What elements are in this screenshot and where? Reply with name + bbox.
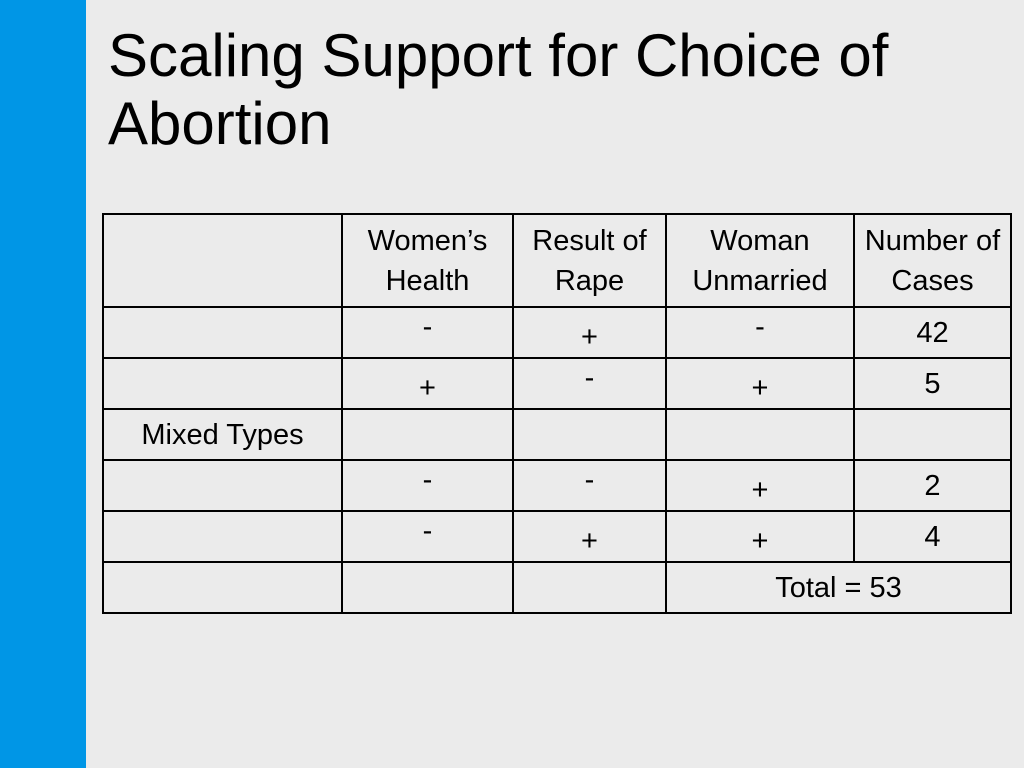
row-label: [102, 510, 343, 563]
total-row-empty-cell: [341, 561, 514, 614]
header-cell-empty: [102, 213, 343, 308]
row-label: [102, 459, 343, 512]
header-result-of-rape: Result of Rape: [512, 213, 667, 308]
row-label: [102, 357, 343, 410]
cell-result-of-rape: +: [512, 306, 667, 359]
cell-woman-unmarried: +: [665, 357, 855, 410]
cell-number-of-cases: 5: [853, 357, 1012, 410]
scaling-table: Women’s Health Result of Rape Woman Unma…: [102, 213, 1012, 614]
table-row: - + - 42: [102, 306, 1012, 359]
cell-womens-health: [341, 408, 514, 461]
table-total-row: Total = 53: [102, 561, 1012, 614]
cell-woman-unmarried: [665, 408, 855, 461]
cell-womens-health: -: [341, 306, 514, 359]
cell-woman-unmarried: +: [665, 510, 855, 563]
row-label: Mixed Types: [102, 408, 343, 461]
table-row: - - + 2: [102, 459, 1012, 512]
table-row: + - + 5: [102, 357, 1012, 410]
cell-number-of-cases: 42: [853, 306, 1012, 359]
cell-womens-health: -: [341, 510, 514, 563]
cell-woman-unmarried: +: [665, 459, 855, 512]
cell-woman-unmarried: -: [665, 306, 855, 359]
total-cases-label: Total = 53: [665, 561, 1012, 614]
cell-result-of-rape: +: [512, 510, 667, 563]
table-row: Mixed Types: [102, 408, 1012, 461]
cell-number-of-cases: 2: [853, 459, 1012, 512]
cell-number-of-cases: [853, 408, 1012, 461]
cell-result-of-rape: -: [512, 357, 667, 410]
table-header-row: Women’s Health Result of Rape Woman Unma…: [102, 213, 1012, 308]
total-row-empty-cell: [512, 561, 667, 614]
row-label: [102, 306, 343, 359]
total-row-empty-cell: [102, 561, 343, 614]
header-womens-health: Women’s Health: [341, 213, 514, 308]
accent-side-bar: [0, 0, 86, 768]
cell-result-of-rape: [512, 408, 667, 461]
slide-title: Scaling Support for Choice of Abortion: [108, 22, 889, 157]
cell-womens-health: +: [341, 357, 514, 410]
header-number-of-cases: Number of Cases: [853, 213, 1012, 308]
cell-result-of-rape: -: [512, 459, 667, 512]
cell-number-of-cases: 4: [853, 510, 1012, 563]
cell-womens-health: -: [341, 459, 514, 512]
header-woman-unmarried: Woman Unmarried: [665, 213, 855, 308]
table-row: - + + 4: [102, 510, 1012, 563]
